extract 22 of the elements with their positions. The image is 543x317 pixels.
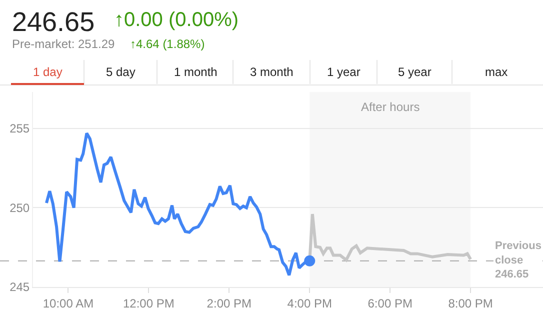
text: 3 month xyxy=(250,65,294,79)
chart-subtitle: Pre-market: 251.29 xyxy=(12,37,116,51)
text: 1 year xyxy=(327,65,360,79)
text: 1 day xyxy=(33,65,62,79)
text: max xyxy=(485,65,508,79)
x-tick-label: 12:00 PM xyxy=(122,296,174,310)
text: ↑4.64 (1.88%) xyxy=(130,37,205,51)
y-tick-label: 245 xyxy=(10,280,30,294)
text: 5 day xyxy=(106,65,136,79)
x-tick-label: 10:00 AM xyxy=(42,296,94,310)
ref-line-label: Previous close 246.65 xyxy=(495,240,542,281)
x-tick-label: 2:00 PM xyxy=(206,296,252,310)
text: 1 month xyxy=(174,65,218,79)
text: ↑0.00 (0.00%) xyxy=(114,9,239,31)
x-tick-label: 8:00 PM xyxy=(448,296,493,310)
x-tick-label: 6:00 PM xyxy=(368,296,412,310)
text: 5 year xyxy=(398,65,432,79)
x-tick-label: 4:00 PM xyxy=(287,296,332,310)
y-tick-label: 250 xyxy=(10,200,30,215)
band-label: After hours xyxy=(361,100,420,114)
chart-title: 246.65 xyxy=(12,7,95,37)
y-tick-label: 255 xyxy=(10,122,30,136)
